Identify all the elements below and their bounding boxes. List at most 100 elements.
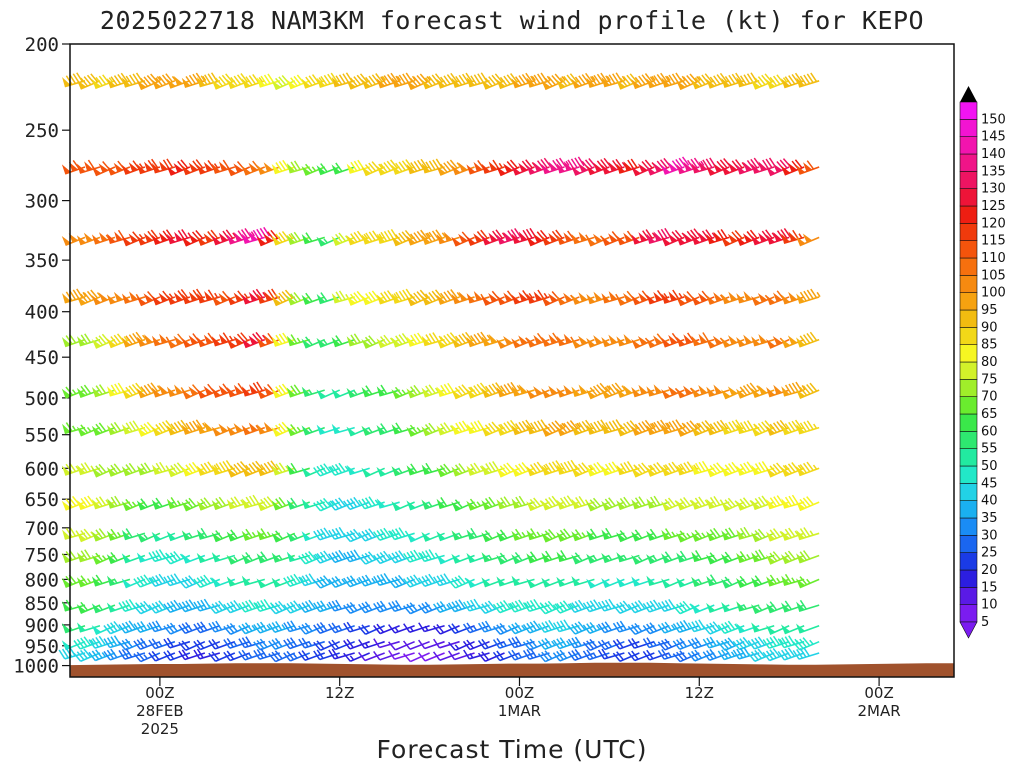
wind-barb [406,384,430,399]
y-tick-label-500: 500 [25,388,59,410]
wind-barb [751,622,775,633]
colorbar-label-60: 60 [981,424,998,439]
wind-barb [181,72,207,89]
wind-barb [676,577,700,588]
wind-barb [496,290,520,306]
wind-barb [526,157,552,175]
wind-barb [196,229,221,247]
wind-barb [91,333,116,349]
wind-barb [481,159,505,174]
wind-barb [646,462,670,477]
colorbar-swatch-10 [959,587,978,605]
y-tick-label-400: 400 [25,302,59,324]
wind-barb [346,464,370,476]
wind-barb [433,638,460,649]
wind-barb [226,554,251,565]
wind-barb [601,158,627,175]
wind-barb [358,551,385,565]
wind-barb [268,637,296,650]
wind-barb [181,384,206,400]
wind-barb [616,73,640,90]
wind-barb [601,497,625,511]
wind-barb [403,602,430,615]
x-tick-label-4-2: 2MAR [857,702,900,720]
wind-barb [567,648,595,661]
plot-frame [69,43,955,678]
wind-barb [477,600,505,615]
wind-barb [331,290,355,304]
wind-barb [552,600,580,614]
wind-barb [238,649,266,661]
wind-barb [720,229,745,247]
wind-barb [316,163,340,176]
wind-barb [133,621,161,634]
wind-barb [481,530,505,543]
colorbar-swatch-75 [959,361,978,380]
wind-barb [328,648,355,660]
wind-barb [148,573,176,587]
wind-barb [406,289,430,307]
wind-barb [328,639,355,651]
wind-barb [193,621,221,634]
wind-barb [631,335,655,349]
wind-barb [765,74,790,90]
wind-barb [106,495,131,509]
wind-barb [481,382,505,399]
colorbar-label-130: 130 [981,182,1006,197]
colorbar-swatch-100 [959,275,978,293]
wind-barb [507,622,535,635]
wind-barb [556,333,580,347]
wind-barb [76,289,102,306]
wind-barb [496,381,521,398]
wind-barb [181,159,206,176]
wind-barb [388,650,415,660]
wind-barb [178,640,206,651]
wind-barb [792,646,820,660]
wind-barb [586,553,610,564]
wind-barb [552,637,580,650]
wind-barb [762,647,790,662]
wind-barb [391,501,415,512]
wind-barb [148,650,176,662]
wind-barb [706,158,731,176]
wind-barb [361,335,385,349]
wind-barb [328,622,355,634]
wind-barb [388,574,415,589]
wind-barb [717,620,745,635]
wind-barb [301,498,325,510]
wind-barb [541,157,570,175]
wind-barb [178,621,206,635]
wind-barb [586,497,610,512]
wind-barb [541,577,565,588]
wind-barb [106,72,131,89]
wind-barb [418,639,445,650]
wind-barb [751,157,776,174]
wind-barb [286,74,311,90]
wind-barb [646,333,670,349]
wind-barb [91,625,116,636]
wind-barb [283,573,310,587]
colorbar-swatch-85 [959,327,978,345]
colorbar-swatch-140 [959,136,978,155]
wind-barb [121,498,146,512]
wind-barb [687,649,715,662]
wind-barb [676,530,700,543]
wind-barb [391,386,415,400]
wind-barb [631,73,656,90]
wind-barb [121,382,146,400]
wind-barb [466,577,490,589]
colorbar-bottom-arrow [959,621,978,639]
wind-barb [373,550,400,565]
wind-barb [103,648,131,661]
wind-barb [388,600,415,612]
wind-barb [376,498,400,509]
y-tick-label-550: 550 [25,425,59,447]
colorbar-swatch-80 [959,344,978,363]
wind-barb [537,619,565,634]
wind-barb [421,422,445,437]
wind-barb [358,639,385,649]
colorbar-swatch-30 [959,517,978,536]
colorbar-swatch-130 [959,171,978,189]
wind-barb [403,549,430,563]
wind-barb [91,292,116,306]
